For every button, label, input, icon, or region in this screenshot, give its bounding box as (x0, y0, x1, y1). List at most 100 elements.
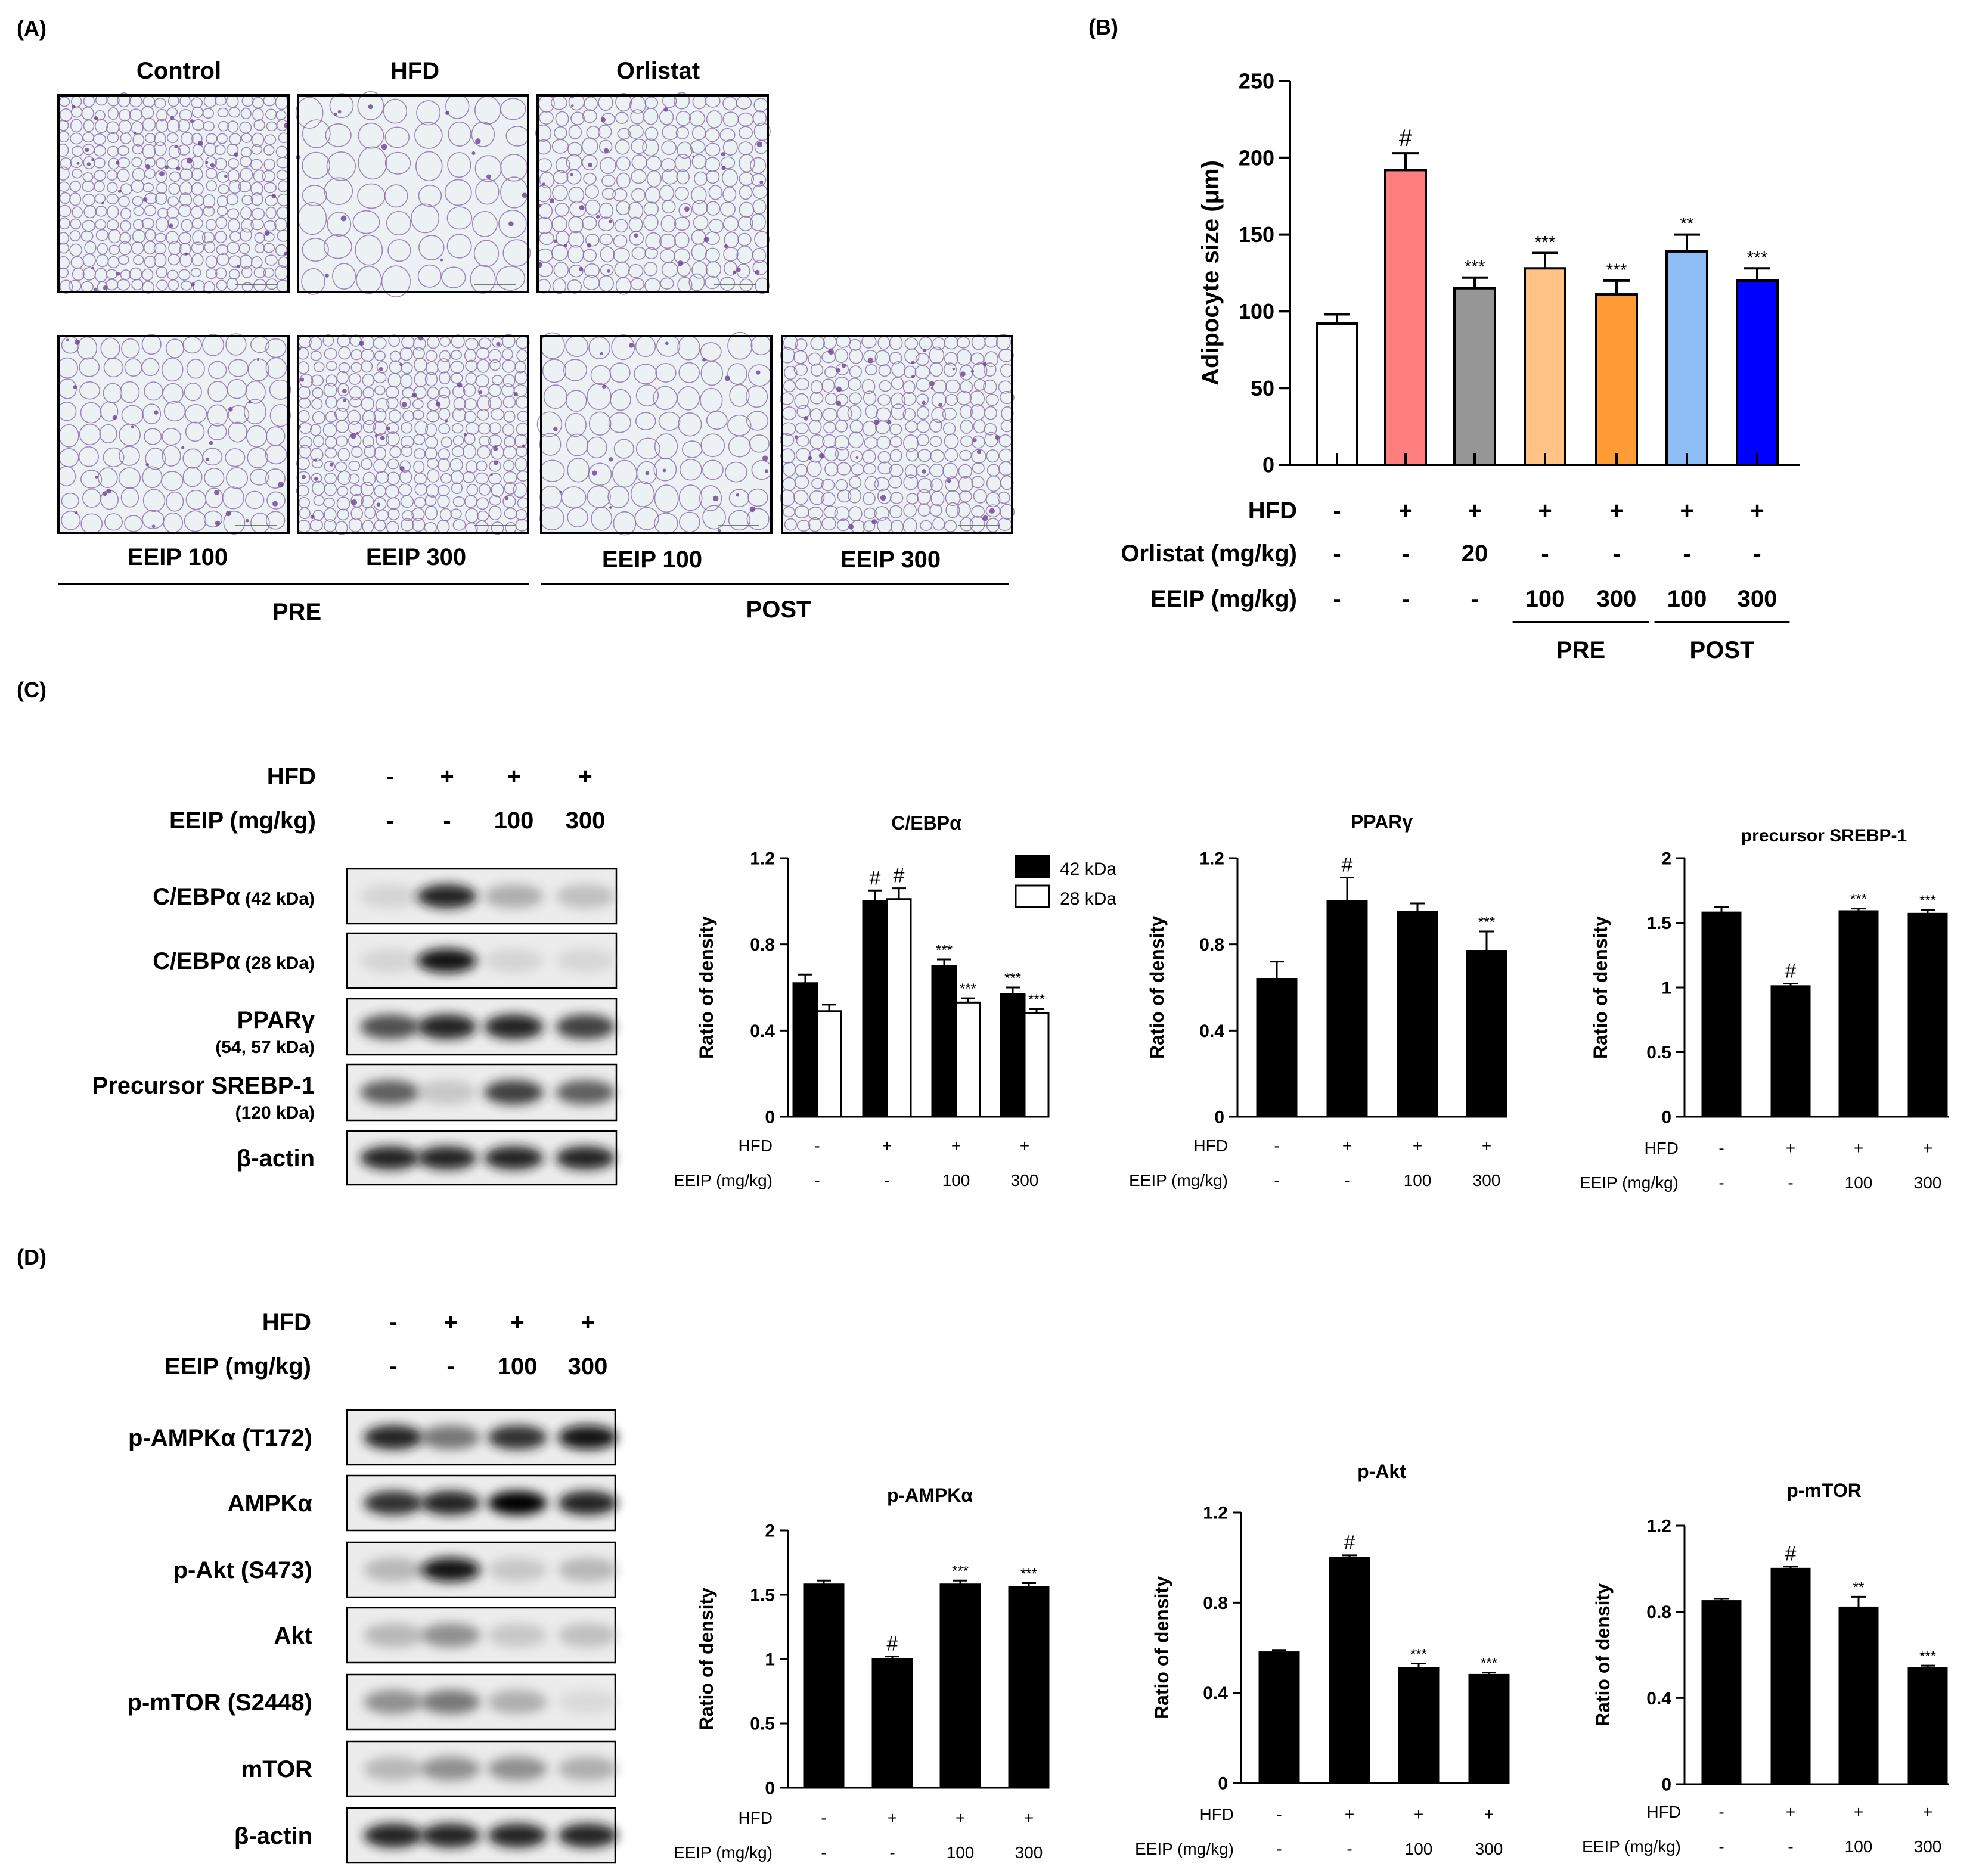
y-tick-label: 150 (1239, 222, 1274, 247)
group-label: POST (1690, 637, 1755, 663)
bar (1397, 911, 1438, 1118)
bar (1023, 1012, 1050, 1118)
significance-stars: *** (1919, 893, 1936, 909)
y-tick-label: 1.2 (1203, 1504, 1228, 1523)
condition-label: Orlistat (mg/kg) (1121, 541, 1297, 567)
significance-stars: *** (960, 981, 976, 997)
y-axis-label: Ratio of density (1151, 1576, 1172, 1719)
condition-label: HFD (1193, 1136, 1228, 1155)
condition-value: 300 (1015, 1843, 1043, 1862)
significance-stars: *** (936, 942, 953, 958)
y-tick-label: 0 (765, 1108, 775, 1128)
condition-value: 300 (1914, 1173, 1942, 1192)
significance-stars: *** (1606, 260, 1627, 280)
condition-value: - (1276, 1805, 1282, 1824)
blot-band (488, 1623, 547, 1648)
significance-hash: # (887, 1633, 898, 1656)
western-blot-d: HFD - + + + EEIP (mg/kg) - - 100 300 p-AMPKα (T172… (128, 1309, 618, 1864)
condition-value: - (884, 1171, 889, 1189)
bar (862, 900, 888, 1118)
y-axis-label: Ratio of density (1146, 916, 1168, 1059)
bar (1595, 293, 1638, 466)
condition-value: - (814, 1171, 820, 1189)
significance-hash: # (1785, 959, 1797, 982)
blot-row: C/EBPα (28 kDa) (153, 932, 618, 989)
blot-kda-label: (54, 57 kDa) (215, 1038, 315, 1057)
cebpa-chart: C/EBPα 0 0.4 0.8 1.2 Ratio of density # *** *** #… (674, 812, 1116, 1189)
blot-condition-value: 300 (568, 1353, 608, 1380)
blot-condition-value: 100 (494, 807, 534, 834)
condition-value: 100 (1525, 586, 1565, 612)
bar (1008, 1586, 1050, 1789)
blot-band (558, 1557, 618, 1582)
condition-label: HFD (738, 1136, 773, 1155)
blot-condition-label: HFD (262, 1309, 311, 1335)
panel-b-letter: (B) (1088, 15, 1118, 39)
blot-condition-value: - (389, 1309, 397, 1335)
blot-condition-value: - (386, 763, 393, 790)
condition-value: - (1333, 586, 1341, 612)
bar (1000, 993, 1026, 1118)
condition-value: + (1482, 1136, 1491, 1155)
y-tick-label: 1.5 (1646, 914, 1671, 933)
blot-band (421, 1823, 480, 1848)
blot-band (556, 1080, 615, 1105)
blot-condition-value: - (389, 1353, 397, 1380)
bar (1398, 1667, 1440, 1784)
blot-row: p-Akt (S473) (173, 1541, 618, 1598)
significance-stars: *** (1481, 1656, 1497, 1672)
micrograph-frame (297, 335, 529, 534)
y-tick-label: 2 (1661, 849, 1671, 869)
panel-a: (A) Control HFD Orlistat EEIP 100 EEIP 3… (17, 16, 1015, 625)
condition-value: + (1923, 1803, 1932, 1821)
blot-row: p-mTOR (S2448) (128, 1673, 618, 1731)
condition-value: + (1786, 1139, 1795, 1157)
bar (816, 1010, 842, 1118)
y-tick-label: 0.8 (750, 935, 775, 955)
blot-band (556, 884, 615, 909)
label-pre-eeip-100: EEIP 100 (128, 544, 228, 570)
significance-stars: *** (1020, 1566, 1037, 1582)
bar (955, 1001, 981, 1118)
panel-b: (B) 0 50 100 150 200 250 Adipocyte size (μm) # *… (1088, 15, 1800, 663)
blot-kda-label: (42 kDa) (240, 889, 315, 909)
legend-label: 28 kDa (1060, 889, 1116, 909)
blot-condition-label: EEIP (mg/kg) (169, 807, 316, 834)
condition-value: 300 (1738, 586, 1777, 612)
blot-band (364, 1756, 423, 1781)
blot-band (417, 1014, 477, 1039)
legend-label: 42 kDa (1060, 859, 1116, 879)
bar (1384, 169, 1427, 466)
legend-swatch (1015, 855, 1050, 878)
micrograph-pre-eeip-300 (296, 334, 530, 535)
bar (1316, 322, 1358, 466)
significance-hash: # (1785, 1543, 1797, 1566)
y-tick-label: 1.2 (750, 849, 775, 869)
blot-protein-label: β-actin (234, 1823, 312, 1849)
condition-value: + (1020, 1136, 1029, 1155)
micrograph-pre-eeip-100 (57, 333, 291, 535)
adipocyte-cells (295, 91, 531, 297)
blot-band (484, 1146, 544, 1170)
condition-value: + (1468, 498, 1481, 524)
condition-value: 100 (1845, 1173, 1873, 1192)
condition-value: - (1401, 586, 1409, 612)
blot-band (421, 1756, 480, 1781)
condition-label: HFD (738, 1809, 773, 1827)
bar (792, 982, 818, 1118)
micrograph-post-eeip-300 (779, 334, 1015, 535)
condition-value: + (1345, 1805, 1354, 1824)
bar (939, 1583, 981, 1789)
condition-value: - (1788, 1173, 1793, 1192)
condition-value: - (1541, 541, 1549, 567)
significance-hash: # (1399, 125, 1413, 151)
y-tick-label: 0.4 (1199, 1021, 1224, 1041)
condition-value: - (1333, 541, 1341, 567)
micrograph-control (57, 92, 290, 294)
y-tick-label: 200 (1239, 145, 1274, 170)
condition-label: HFD (1199, 1805, 1234, 1824)
blot-band (484, 884, 544, 909)
blot-condition-value: 100 (498, 1353, 538, 1380)
condition-value: + (1413, 1136, 1422, 1155)
y-tick-label: 0.4 (750, 1021, 775, 1041)
